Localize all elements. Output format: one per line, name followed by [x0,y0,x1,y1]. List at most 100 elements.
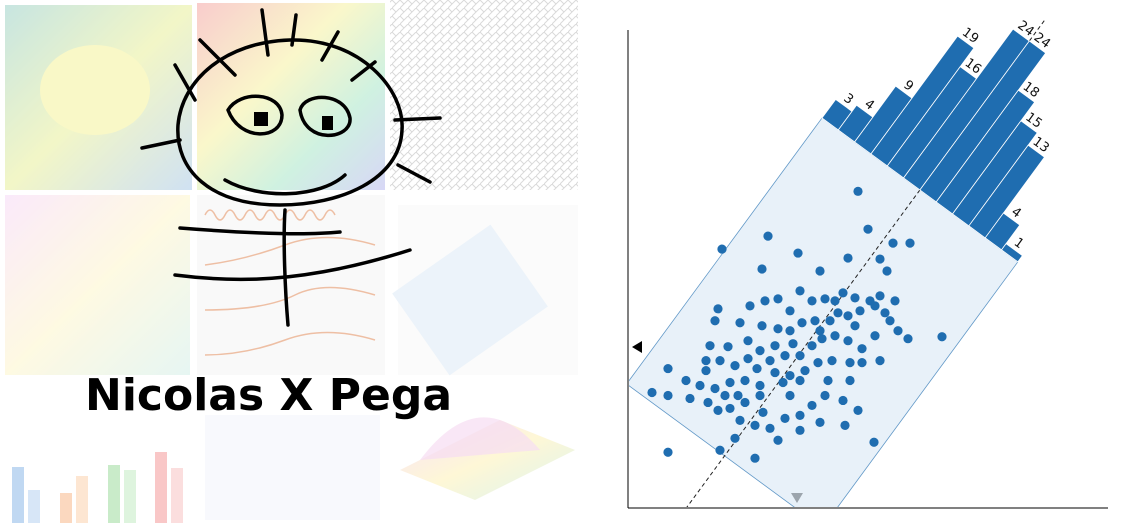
point [685,393,695,404]
point [755,346,765,356]
point [843,253,853,263]
point [875,356,885,366]
point [833,308,843,318]
point [870,301,880,311]
band-frame [629,20,1045,507]
point [843,336,853,346]
thumbnail-bar [124,470,136,523]
point [710,316,720,326]
point [725,377,735,388]
point [863,224,873,234]
point [755,390,765,401]
point [770,341,780,351]
point [870,331,880,341]
thumbnail [205,415,380,520]
point [937,332,947,342]
mean-marker [632,341,642,353]
point [827,356,837,366]
thumbnail-shape [400,420,575,500]
thumbnail [5,195,190,375]
point [795,286,805,296]
point [715,445,725,455]
point [735,415,745,425]
point [875,254,885,264]
point [820,390,830,401]
bar [984,212,1021,251]
point [903,334,913,344]
thumbnail [390,0,578,190]
point [795,375,805,386]
point [647,387,657,398]
thumbnail-bar [60,493,72,523]
point [715,356,725,366]
point [815,266,825,276]
point [723,342,733,352]
thumbnail-shape [40,45,150,135]
point [743,354,753,364]
point [850,293,860,303]
point [713,405,723,416]
point [857,358,867,368]
pca-band [629,20,1045,507]
point [840,420,850,430]
point [733,390,743,401]
eye [298,95,352,138]
thumbnail-shape [420,417,540,460]
point [869,437,879,447]
point [905,238,915,248]
point [750,420,760,430]
point [820,294,830,304]
point [788,339,798,349]
point [770,367,780,378]
point [773,435,783,445]
bar [1000,243,1023,263]
thumbnail-bar [28,490,40,523]
point [785,390,795,401]
body-line [282,208,290,327]
point [703,397,713,408]
point [793,248,803,258]
arms [173,248,412,282]
point [845,375,855,386]
bar [968,144,1046,239]
thumbnail-bar [12,467,24,523]
point [735,318,745,328]
point [850,321,860,331]
mouth [223,173,347,196]
point [757,321,767,331]
point [797,318,807,328]
point [780,413,790,423]
point [830,331,840,341]
point [701,356,711,366]
point [855,306,865,316]
point [730,360,740,371]
point [823,375,833,386]
point [765,423,775,433]
point [755,380,765,391]
point [752,363,762,374]
point [663,363,673,374]
thumbnail [197,3,385,190]
pupil [322,116,333,130]
point [800,365,810,376]
point [713,304,723,314]
point [880,308,890,318]
point [743,336,753,346]
point [720,390,730,401]
point [843,311,853,321]
pupil [254,112,268,126]
point [815,417,825,427]
point [785,370,795,381]
point [663,447,673,457]
point [773,294,783,304]
thumbnail-bar [76,476,88,523]
collage [5,0,578,523]
name: Nicolas X Pega [85,370,452,421]
point [838,395,848,406]
point [890,296,900,306]
point [830,296,840,306]
point [740,397,750,408]
point [882,266,892,276]
